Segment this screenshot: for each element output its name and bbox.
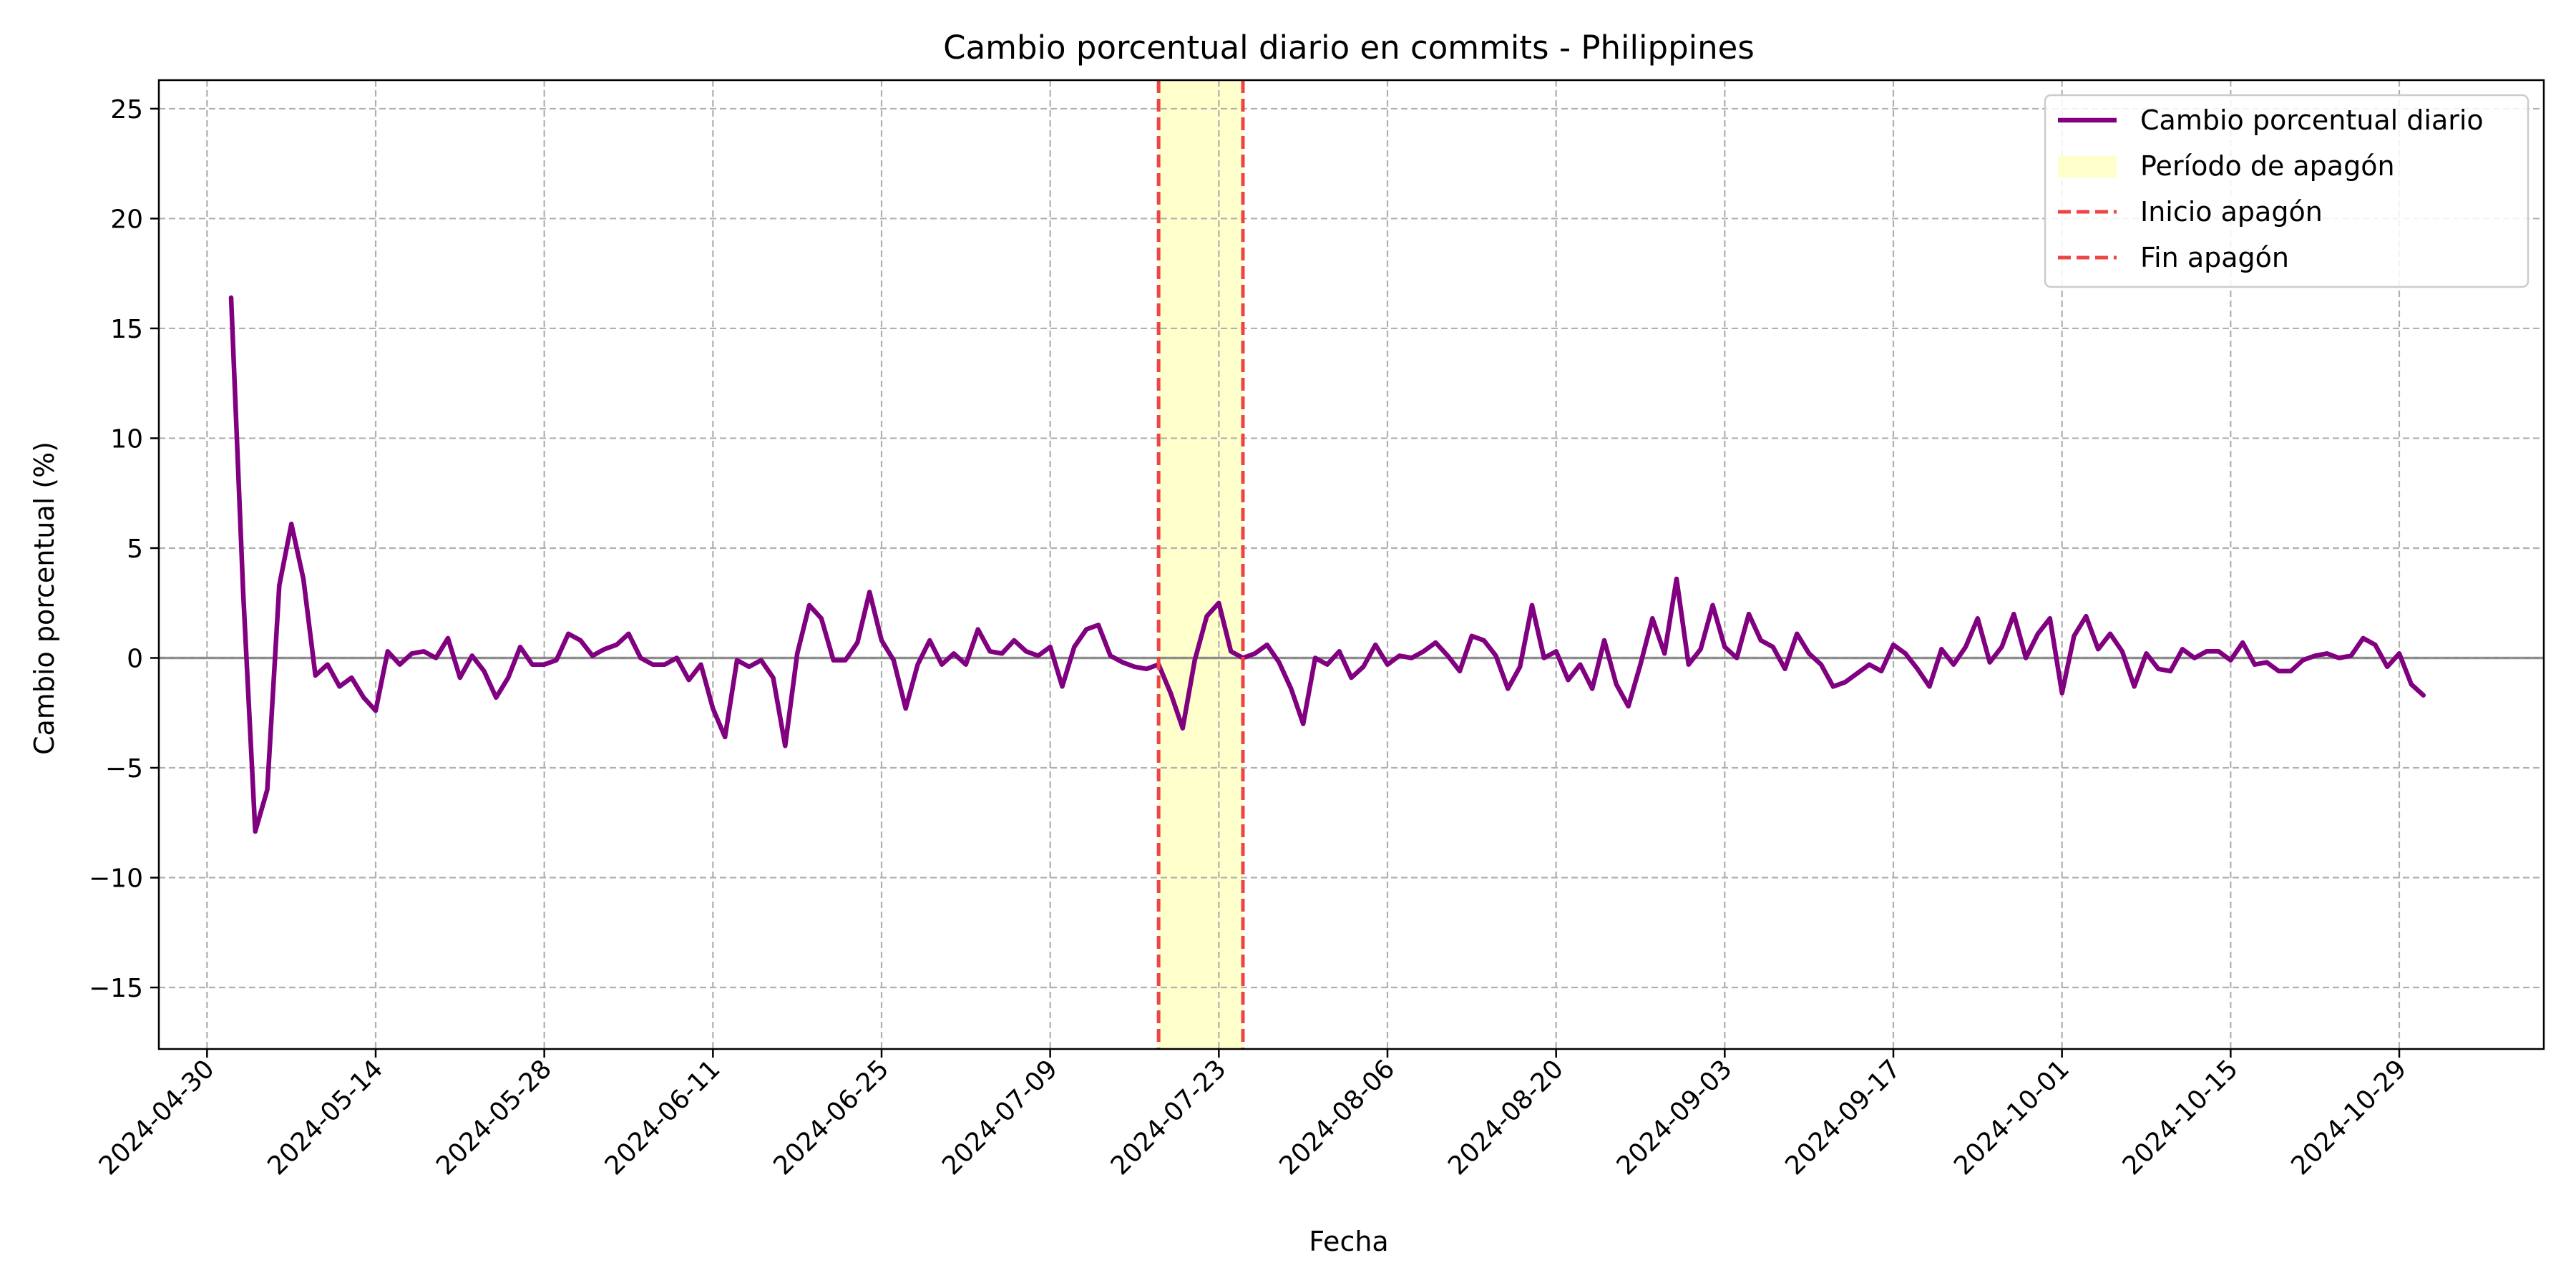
y-tick-label: −10 xyxy=(89,864,143,894)
legend-swatch-patch xyxy=(2058,156,2117,177)
y-tick-label: 15 xyxy=(110,315,143,344)
y-tick-label: 0 xyxy=(127,644,143,673)
legend: Cambio porcentual diario Período de apagó… xyxy=(2044,94,2529,288)
y-tick-label: 10 xyxy=(110,424,143,454)
legend-entry-label: Fin apagón xyxy=(2140,242,2289,273)
legend-frame xyxy=(2044,94,2529,288)
plot-frame xyxy=(157,79,2545,1050)
y-tick-label: 20 xyxy=(110,205,143,234)
y-tick-label: 25 xyxy=(110,95,143,125)
series-line xyxy=(228,295,2426,834)
y-tick-label: −5 xyxy=(105,754,143,784)
x-axis-label: Fecha xyxy=(1309,1226,1388,1257)
y-tick-label: −15 xyxy=(89,974,143,1003)
blackout-period xyxy=(1158,80,1243,1049)
legend-entry-label: Período de apagón xyxy=(2140,150,2395,182)
chart-title: Cambio porcentual diario en commits - Ph… xyxy=(943,29,1755,67)
y-tick-label: 5 xyxy=(127,535,143,564)
y-axis-label: Cambio porcentual (%) xyxy=(29,441,60,755)
legend-entry-label: Cambio porcentual diario xyxy=(2140,104,2484,136)
legend-entry-label: Inicio apagón xyxy=(2140,196,2323,228)
